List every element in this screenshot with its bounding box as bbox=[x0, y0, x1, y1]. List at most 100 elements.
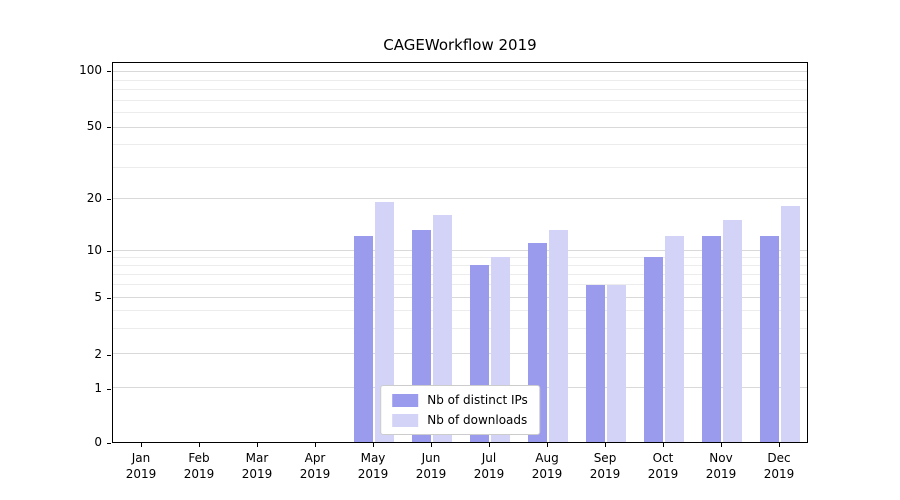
bar-nb-of-downloads-oct bbox=[665, 236, 684, 442]
x-tick-mark-jun bbox=[431, 443, 432, 447]
x-tick-month-oct: Oct bbox=[652, 451, 674, 465]
x-tick-year-aug: 2019 bbox=[531, 467, 563, 482]
x-tick-month-feb: Feb bbox=[188, 451, 210, 465]
gridline-major-50 bbox=[113, 126, 807, 128]
x-tick-year-jun: 2019 bbox=[415, 467, 447, 482]
x-tick-label-oct: Oct 2019 bbox=[633, 450, 693, 482]
legend-swatch-nb-of-distinct-ips bbox=[392, 393, 419, 407]
bar-nb-of-distinct-ips-dec bbox=[760, 236, 779, 442]
gridline-minor-30 bbox=[113, 166, 807, 168]
y-tick-label-10: 10 bbox=[86, 243, 102, 257]
legend-label-nb-of-downloads: Nb of downloads bbox=[427, 413, 528, 427]
y-tick-label-20: 20 bbox=[86, 191, 102, 205]
x-tick-year-jul: 2019 bbox=[473, 467, 505, 482]
legend: Nb of distinct IPs Nb of downloads bbox=[380, 385, 540, 435]
gridline-minor-60 bbox=[113, 112, 807, 114]
legend-label-nb-of-distinct-ips: Nb of distinct IPs bbox=[427, 393, 528, 407]
x-tick-year-oct: 2019 bbox=[647, 467, 679, 482]
y-tick-label-0: 0 bbox=[94, 435, 102, 449]
x-tick-mark-jul bbox=[489, 443, 490, 447]
gridline-minor-40 bbox=[113, 144, 807, 146]
y-tick-mark-20 bbox=[107, 199, 111, 200]
x-tick-mark-jan bbox=[141, 443, 142, 447]
x-tick-month-jul: Jul bbox=[481, 451, 497, 465]
x-tick-mark-mar bbox=[257, 443, 258, 447]
legend-swatch-nb-of-downloads bbox=[392, 413, 419, 427]
legend-row-nb-of-downloads: Nb of downloads bbox=[392, 413, 528, 427]
gridline-major-10 bbox=[113, 249, 807, 251]
x-tick-year-may: 2019 bbox=[357, 467, 389, 482]
gridline-minor-8 bbox=[113, 265, 807, 266]
y-tick-mark-2 bbox=[107, 355, 111, 356]
x-tick-label-jun: Jun 2019 bbox=[401, 450, 461, 482]
y-tick-mark-0 bbox=[107, 443, 111, 444]
x-tick-month-apr: Apr bbox=[304, 451, 326, 465]
x-tick-label-feb: Feb 2019 bbox=[169, 450, 229, 482]
bar-nb-of-distinct-ips-oct bbox=[644, 257, 663, 442]
y-tick-mark-1 bbox=[107, 389, 111, 390]
gridline-minor-7 bbox=[113, 273, 807, 275]
gridline-major-20 bbox=[113, 198, 807, 200]
gridline-major-5 bbox=[113, 296, 807, 298]
y-tick-label-5: 5 bbox=[94, 290, 102, 304]
plot-area: Nb of distinct IPs Nb of downloads bbox=[112, 62, 808, 443]
bar-nb-of-distinct-ips-nov bbox=[702, 236, 721, 442]
x-tick-mark-oct bbox=[663, 443, 664, 447]
x-tick-label-dec: Dec 2019 bbox=[749, 450, 809, 482]
x-tick-month-mar: Mar bbox=[245, 451, 269, 465]
x-tick-year-jan: 2019 bbox=[125, 467, 157, 482]
bar-nb-of-downloads-nov bbox=[723, 220, 742, 442]
x-tick-year-dec: 2019 bbox=[763, 467, 795, 482]
x-tick-label-mar: Mar 2019 bbox=[227, 450, 287, 482]
gridline-minor-3 bbox=[113, 328, 807, 330]
gridline-major-2 bbox=[113, 353, 807, 355]
x-tick-label-sep: Sep 2019 bbox=[575, 450, 635, 482]
x-tick-label-jul: Jul 2019 bbox=[459, 450, 519, 482]
x-tick-year-mar: 2019 bbox=[241, 467, 273, 482]
x-tick-mark-may bbox=[373, 443, 374, 447]
x-tick-month-sep: Sep bbox=[593, 451, 617, 465]
y-tick-mark-100 bbox=[107, 71, 111, 72]
x-tick-mark-dec bbox=[779, 443, 780, 447]
x-tick-label-jan: Jan 2019 bbox=[111, 450, 171, 482]
y-tick-mark-10 bbox=[107, 251, 111, 252]
x-tick-month-jan: Jan bbox=[131, 451, 151, 465]
bar-nb-of-downloads-sep bbox=[607, 285, 626, 442]
x-tick-year-apr: 2019 bbox=[299, 467, 331, 482]
x-tick-label-aug: Aug 2019 bbox=[517, 450, 577, 482]
x-tick-month-nov: Nov bbox=[709, 451, 733, 465]
x-tick-year-sep: 2019 bbox=[589, 467, 621, 482]
bar-nb-of-downloads-dec bbox=[781, 206, 800, 442]
x-tick-month-may: May bbox=[360, 451, 386, 465]
x-tick-year-feb: 2019 bbox=[183, 467, 215, 482]
gridline-minor-6 bbox=[113, 284, 807, 286]
y-tick-label-1: 1 bbox=[94, 381, 102, 395]
x-tick-mark-aug bbox=[547, 443, 548, 447]
x-tick-mark-apr bbox=[315, 443, 316, 447]
x-tick-month-dec: Dec bbox=[767, 451, 791, 465]
bar-nb-of-downloads-may bbox=[375, 202, 394, 442]
x-tick-mark-sep bbox=[605, 443, 606, 447]
gridline-minor-4 bbox=[113, 310, 807, 312]
y-tick-mark-50 bbox=[107, 127, 111, 128]
y-tick-label-50: 50 bbox=[86, 119, 102, 133]
gridline-minor-80 bbox=[113, 89, 807, 91]
x-tick-year-nov: 2019 bbox=[705, 467, 737, 482]
x-tick-mark-nov bbox=[721, 443, 722, 447]
gridline-minor-9 bbox=[113, 257, 807, 259]
gridline-minor-90 bbox=[113, 79, 807, 81]
x-tick-label-may: May 2019 bbox=[343, 450, 403, 482]
bar-nb-of-distinct-ips-may bbox=[354, 236, 373, 442]
bar-nb-of-distinct-ips-sep bbox=[586, 285, 605, 442]
x-tick-label-nov: Nov 2019 bbox=[691, 450, 751, 482]
y-tick-label-100: 100 bbox=[79, 63, 102, 77]
x-tick-label-apr: Apr 2019 bbox=[285, 450, 345, 482]
y-tick-label-2: 2 bbox=[94, 347, 102, 361]
gridline-minor-70 bbox=[113, 99, 807, 101]
y-tick-mark-5 bbox=[107, 298, 111, 299]
x-tick-month-jun: Jun bbox=[421, 451, 441, 465]
bar-nb-of-downloads-aug bbox=[549, 230, 568, 442]
legend-row-nb-of-distinct-ips: Nb of distinct IPs bbox=[392, 393, 528, 407]
gridline-major-100 bbox=[113, 71, 807, 73]
